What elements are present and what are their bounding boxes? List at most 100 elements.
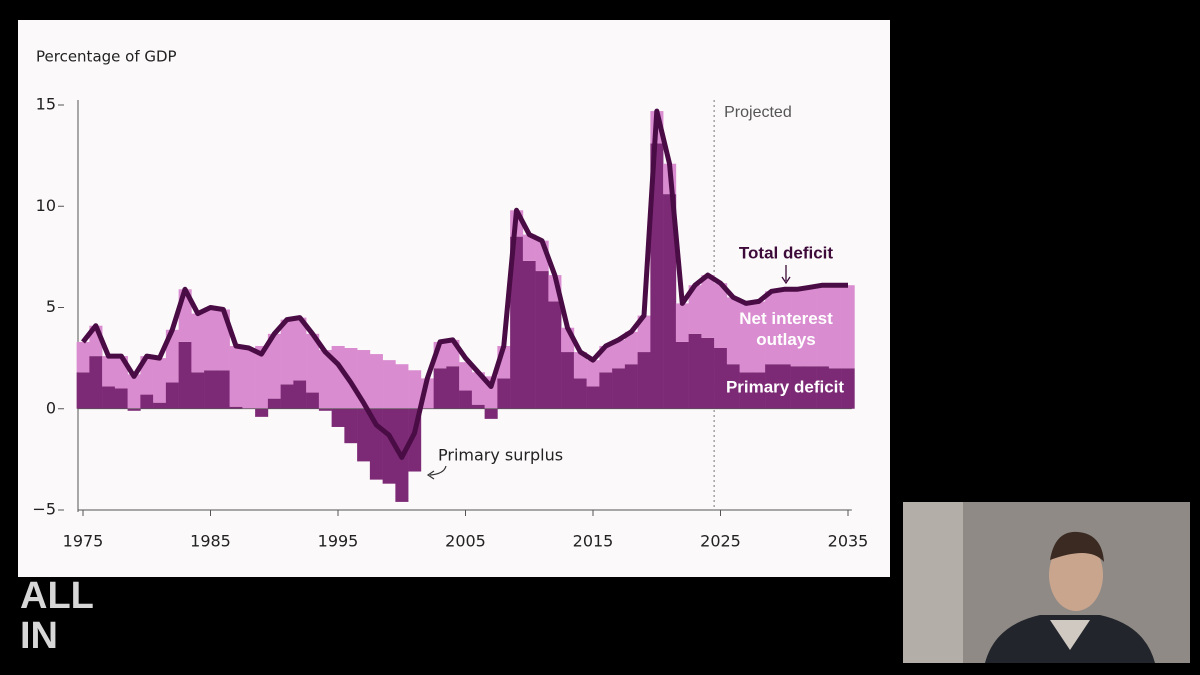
bar-segment: [739, 372, 753, 409]
webcam-person-head: [1049, 539, 1103, 611]
bar-segment: [841, 285, 855, 369]
bar-segment: [586, 360, 600, 387]
bar-segment: [229, 406, 243, 409]
x-tick-label: 1985: [190, 532, 231, 551]
bar-segment: [306, 333, 320, 393]
x-tick-label: 2025: [700, 532, 741, 551]
bar-segment: [816, 366, 830, 409]
bar-segment: [816, 285, 830, 367]
bar-segment: [293, 380, 307, 409]
logo-line: ALL: [20, 575, 94, 617]
bar-segment: [165, 382, 179, 409]
bar-segment: [331, 345, 345, 409]
bar-segment: [318, 350, 332, 409]
bar-segment: [153, 358, 167, 403]
webcam-person-hair: [1050, 531, 1104, 562]
x-tick-label: 2015: [573, 532, 614, 551]
bar-segment: [752, 372, 766, 409]
bar-segment: [191, 372, 205, 409]
bar-segment: [229, 345, 243, 407]
bar-segment: [89, 356, 103, 409]
bar-segment: [535, 271, 549, 409]
bar-segment: [102, 386, 116, 409]
bar-segment: [382, 408, 396, 484]
bar-segment: [675, 341, 689, 409]
x-tick-label: 2035: [828, 532, 869, 551]
bar-segment: [803, 366, 817, 409]
slide-panel: [18, 20, 890, 577]
bar-segment: [267, 333, 281, 399]
bar-segment: [803, 287, 817, 367]
bar-segment: [714, 283, 728, 348]
bar-segment: [765, 364, 779, 409]
y-tick-label: −5: [32, 500, 56, 519]
bar-segment: [612, 339, 626, 369]
bar-segment: [790, 366, 804, 409]
y-tick-label: 10: [36, 196, 56, 215]
bar-segment: [777, 289, 791, 365]
bar-segment: [624, 331, 638, 365]
x-tick-label: 2005: [445, 532, 486, 551]
x-tick-label: 1975: [63, 532, 104, 551]
bar-segment: [663, 194, 677, 409]
y-axis-label: Percentage of GDP: [36, 48, 177, 66]
bar-segment: [242, 348, 256, 409]
bar-segment: [191, 313, 205, 373]
bar-segment: [344, 408, 358, 444]
bar-segment: [599, 372, 613, 409]
y-tick-label: 15: [36, 95, 56, 114]
bar-segment: [76, 341, 90, 373]
bar-segment: [255, 345, 269, 409]
bar-segment: [739, 303, 753, 373]
bar-segment: [255, 408, 269, 417]
bar-segment: [293, 317, 307, 381]
bar-segment: [561, 352, 575, 409]
bar-segment: [459, 390, 473, 409]
label-arrow: [781, 265, 791, 285]
series-label: Primary deficit: [726, 377, 844, 396]
bar-segment: [446, 366, 460, 409]
bar-segment: [459, 362, 473, 391]
bar-segment: [127, 408, 141, 411]
bar-segment: [382, 360, 396, 409]
bar-segment: [573, 378, 587, 409]
bar-segment: [127, 374, 141, 409]
bar-segment: [178, 341, 192, 409]
y-tick-label: 0: [46, 398, 56, 417]
bar-segment: [267, 398, 281, 409]
bar-segment: [102, 356, 116, 387]
total-line: [81, 108, 848, 460]
bar-segment: [688, 333, 702, 409]
bar-segment: [165, 329, 179, 383]
bar-segment: [114, 388, 128, 409]
bar-segment: [777, 364, 791, 409]
bar-segment: [765, 291, 779, 365]
bar-segment: [331, 408, 345, 427]
bar-segment: [522, 234, 536, 261]
bar-segment: [841, 368, 855, 409]
bar-segment: [471, 372, 485, 405]
bar-segment: [76, 372, 90, 409]
bar-segment: [280, 384, 294, 409]
bar-segment: [433, 368, 447, 409]
bar-segment: [497, 378, 511, 409]
bar-segment: [153, 402, 167, 409]
bar-segment: [216, 370, 230, 409]
webcam: [903, 502, 1190, 663]
y-tick-label: 5: [46, 297, 56, 316]
bar-segment: [790, 289, 804, 367]
bar-segment: [471, 404, 485, 409]
bar-segment: [548, 301, 562, 409]
bar-segment: [701, 337, 715, 409]
bar-segment: [637, 352, 651, 409]
bar-segment: [714, 348, 728, 409]
bar-segment: [204, 307, 218, 371]
series-label-box: Net interest outlays: [739, 309, 833, 349]
annotation-surplus: Primary surplus: [438, 446, 563, 465]
webcam-person-collar: [1050, 620, 1090, 650]
bar-segment: [828, 368, 842, 409]
webcam-wall: [903, 502, 963, 663]
bar-segment: [318, 408, 332, 411]
